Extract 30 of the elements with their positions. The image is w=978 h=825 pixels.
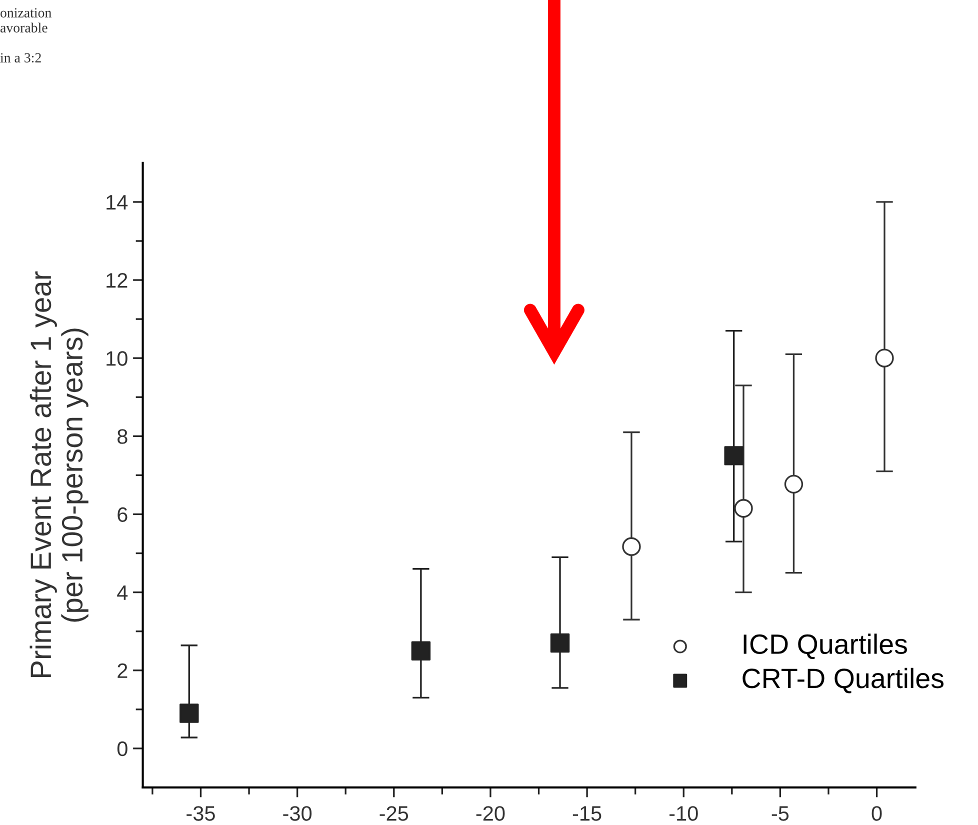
y-tick-label: 12 xyxy=(106,273,128,288)
point xyxy=(180,704,199,723)
x-tick-label: 0 xyxy=(872,806,882,821)
y-tick-label: 6 xyxy=(118,507,128,522)
y-tick-label: 14 xyxy=(106,195,128,210)
point xyxy=(734,499,753,518)
y-tick-label: 10 xyxy=(106,351,128,366)
x-tick-label: -20 xyxy=(476,806,505,821)
point xyxy=(411,641,431,660)
legend-label: ICD Quartiles xyxy=(744,634,907,660)
x-tick-label: -35 xyxy=(186,806,215,821)
x-tick-label: -5 xyxy=(772,806,789,821)
x-tick-label: -25 xyxy=(380,806,408,821)
point xyxy=(622,537,641,556)
legend-label: CRT-D Quartiles xyxy=(742,668,944,694)
point xyxy=(724,446,744,466)
y-axis-title: Primary Event Rate after 1 year (per 100-person years) xyxy=(30,271,88,678)
y-tick-label: 0 xyxy=(117,741,128,756)
y-tick-label: 8 xyxy=(118,429,128,444)
x-tick-label: -15 xyxy=(572,806,602,821)
text: in a 3:2 xyxy=(0,53,41,63)
y-tick-label: 4 xyxy=(117,586,128,600)
x-tick-label: -10 xyxy=(669,806,698,821)
text: onization xyxy=(0,8,52,18)
point xyxy=(784,474,804,494)
x-tick-label: -30 xyxy=(283,806,312,821)
text: avorable xyxy=(0,22,48,32)
y-tick-label: 2 xyxy=(118,663,128,678)
point xyxy=(550,633,570,653)
point xyxy=(875,348,894,368)
